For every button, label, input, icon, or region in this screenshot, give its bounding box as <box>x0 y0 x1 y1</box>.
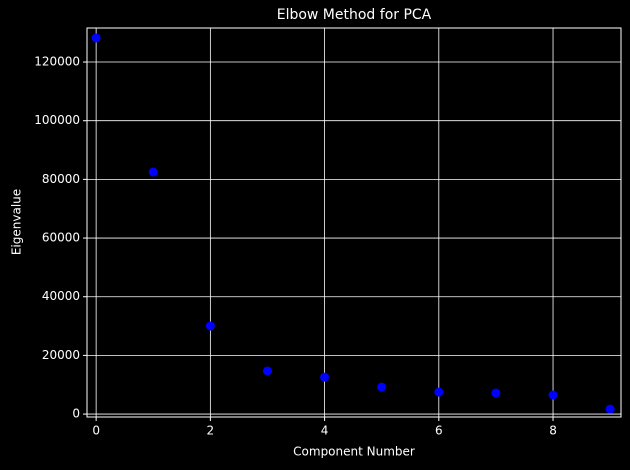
y-tick-label: 40000 <box>42 289 80 303</box>
x-axis-label: Component Number <box>293 445 415 459</box>
x-tick-label: 0 <box>92 424 100 438</box>
y-tick-label: 80000 <box>42 172 80 186</box>
chart-title: Elbow Method for PCA <box>277 7 432 23</box>
y-tick-label: 20000 <box>42 348 80 362</box>
point <box>262 366 272 376</box>
y-tick-label: 100000 <box>34 113 80 127</box>
point <box>548 390 558 400</box>
point <box>434 387 444 397</box>
y-tick-label: 120000 <box>34 55 80 69</box>
point <box>605 404 615 414</box>
x-tick-label: 4 <box>321 424 329 438</box>
point <box>91 33 101 43</box>
plot-frame <box>86 27 622 418</box>
point <box>148 167 158 177</box>
y-axis-label: Eigenvalue <box>10 189 24 255</box>
x-tick-label: 8 <box>549 424 557 438</box>
y-tick-label: 60000 <box>42 231 80 245</box>
point <box>377 382 387 392</box>
point <box>205 321 215 331</box>
x-tick-label: 6 <box>435 424 443 438</box>
y-tick-label: 0 <box>72 407 80 421</box>
point <box>320 372 330 382</box>
x-tick-label: 2 <box>207 424 215 438</box>
point <box>491 388 501 398</box>
